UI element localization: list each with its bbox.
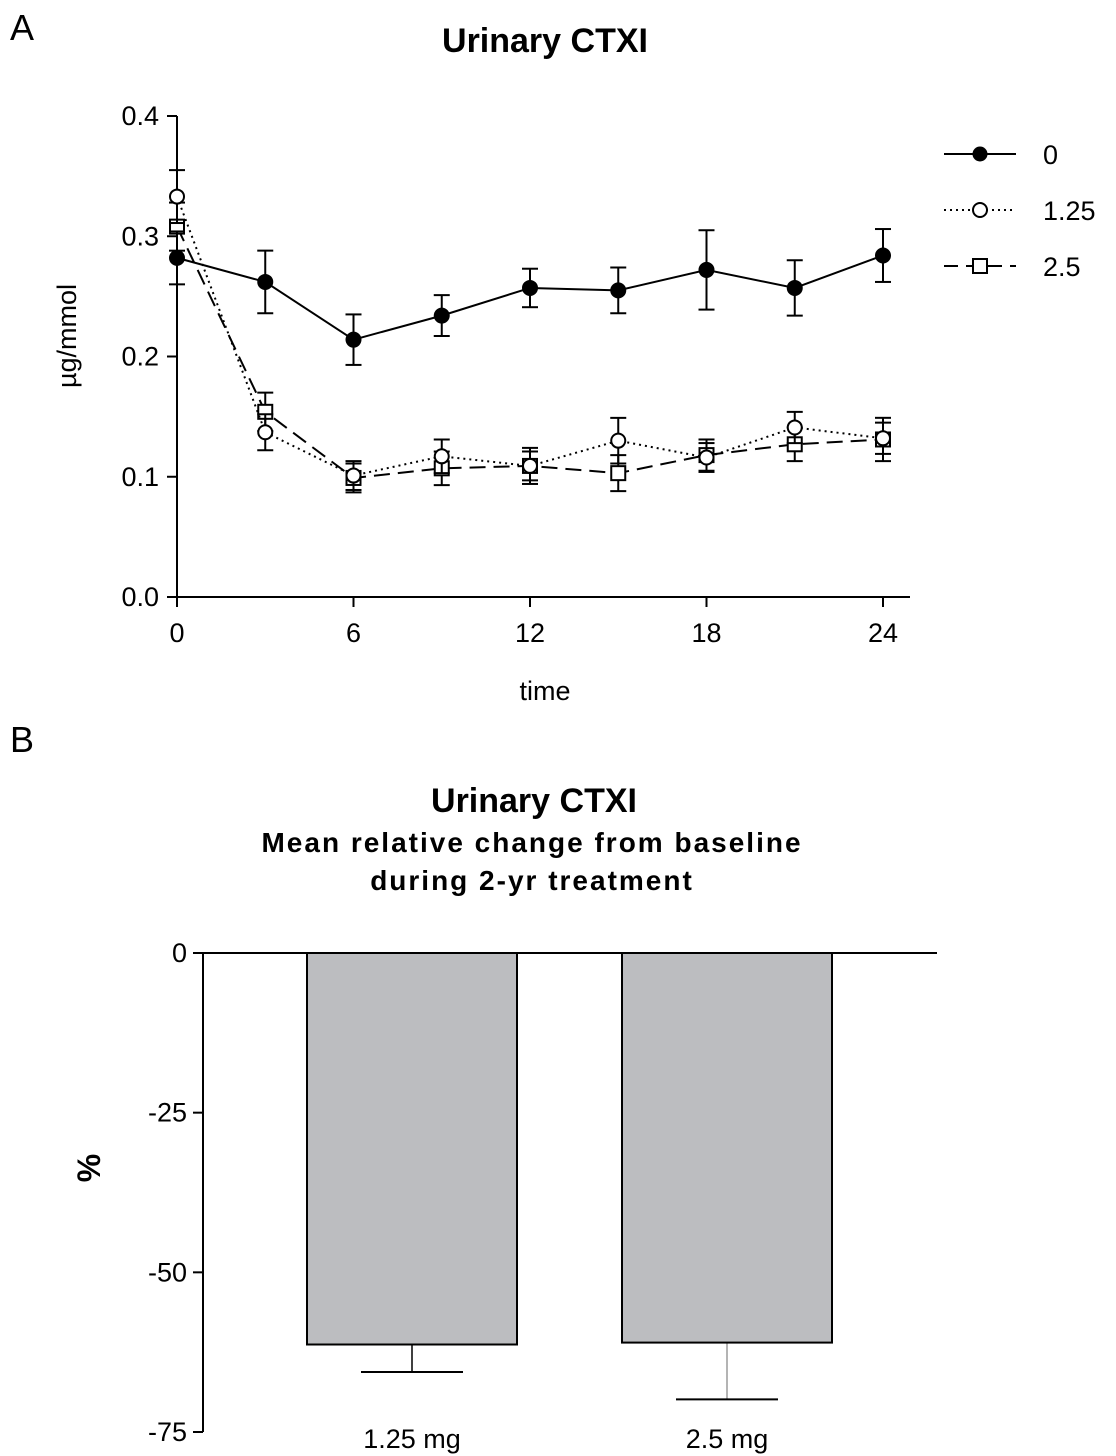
marker-1.25 — [169, 188, 185, 205]
marker-0 — [433, 307, 450, 324]
marker-1.25 — [345, 467, 362, 484]
legend-label-2.5: 2.5 — [1043, 252, 1081, 282]
bar-1.25-mg — [306, 952, 518, 1346]
chart-a-y-tick-label: 0.2 — [121, 342, 159, 372]
chart-a-x-tick-label: 0 — [169, 618, 184, 648]
chart-a-plot: 0.0 0.1 0.2 0.3 0.4 0 6 12 18 24 0 1.25 2.5 — [121, 101, 1095, 648]
panel-label-a: A — [10, 7, 34, 48]
chart-b-y-tick-label: -25 — [148, 1098, 187, 1128]
chart-a-x-tick-label: 24 — [868, 618, 898, 648]
marker-1.25 — [433, 448, 450, 465]
marker-0 — [169, 249, 185, 266]
chart-b-ylabel: % — [71, 1154, 107, 1182]
marker-1.25 — [875, 430, 891, 447]
chart-a-xlabel: time — [519, 676, 570, 706]
chart-b-y-tick-label: -75 — [148, 1417, 187, 1447]
chart-a-x-tick-label: 12 — [515, 618, 545, 648]
chart-b-y-tick-label: -50 — [148, 1257, 187, 1287]
chart-b-category-label: 2.5 mg — [686, 1424, 769, 1454]
chart-a-y-tick-label: 0.0 — [121, 582, 159, 612]
legend-label-0: 0 — [1043, 140, 1058, 170]
panel-label-b: B — [10, 719, 34, 760]
marker-0 — [786, 279, 803, 296]
chart-a-title: Urinary CTXI — [442, 22, 648, 60]
chart-a-ylabel: µg/mmol — [52, 284, 82, 388]
chart-b-title: Urinary CTXI — [431, 782, 637, 820]
legend-marker-2.5 — [972, 258, 988, 274]
chart-a-legend: 0 1.25 2.5 — [944, 140, 1096, 282]
chart-b-category-label: 1.25 mg — [363, 1424, 461, 1454]
marker-1.25 — [257, 424, 274, 441]
chart-a-y-tick-label: 0.3 — [121, 221, 159, 251]
marker-2.5 — [610, 465, 627, 482]
chart-b-y-tick-label: 0 — [172, 938, 187, 968]
series-line-1.25 — [176, 196, 884, 477]
bar-2.5-mg — [621, 952, 833, 1344]
marker-1.25 — [786, 419, 803, 436]
chart-b-plot: 0 -25 -50 -75 1.25 mg 2.5 mg — [148, 938, 937, 1454]
marker-1.25 — [610, 432, 627, 449]
chart-a-x-tick-label: 6 — [346, 618, 361, 648]
chart-a-x-tick-label: 18 — [691, 618, 721, 648]
chart-a-y-tick-label: 0.1 — [121, 462, 159, 492]
marker-1.25 — [522, 457, 538, 474]
chart-a-y-tick-label: 0.4 — [121, 101, 159, 131]
marker-0 — [345, 331, 362, 348]
marker-1.25 — [698, 449, 715, 466]
marker-0 — [610, 282, 627, 299]
marker-0 — [875, 247, 891, 264]
chart-b-subtitle-line-1: Mean relative change from baseline — [261, 827, 802, 858]
marker-0 — [698, 261, 715, 278]
legend-marker-0 — [972, 146, 988, 162]
legend-label-1.25: 1.25 — [1043, 196, 1096, 226]
chart-b-subtitle-line-2: during 2-yr treatment — [370, 865, 694, 896]
legend-marker-1.25 — [972, 202, 988, 218]
marker-0 — [522, 279, 538, 296]
marker-0 — [257, 273, 274, 290]
